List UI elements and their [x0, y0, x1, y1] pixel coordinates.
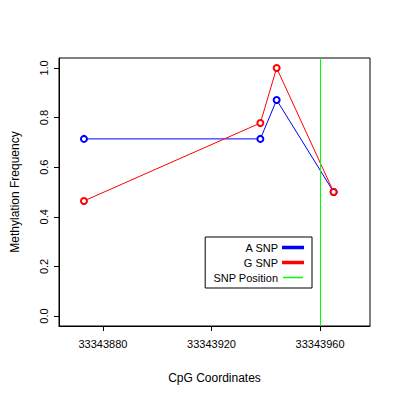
svg-text:Methylation Frequency: Methylation Frequency — [8, 131, 22, 252]
svg-text:1.0: 1.0 — [38, 60, 50, 75]
svg-text:A SNP: A SNP — [246, 242, 278, 254]
svg-text:33343920: 33343920 — [187, 338, 236, 350]
svg-text:33343960: 33343960 — [296, 338, 345, 350]
svg-text:0.6: 0.6 — [38, 160, 50, 175]
svg-text:CpG Coordinates: CpG Coordinates — [168, 371, 261, 385]
svg-text:G SNP: G SNP — [244, 257, 278, 269]
svg-text:0.2: 0.2 — [38, 259, 50, 274]
svg-text:SNP Position: SNP Position — [213, 272, 278, 284]
svg-text:0.0: 0.0 — [38, 308, 50, 323]
svg-text:0.8: 0.8 — [38, 110, 50, 125]
svg-text:33343880: 33343880 — [78, 338, 127, 350]
svg-text:0.4: 0.4 — [38, 209, 50, 224]
